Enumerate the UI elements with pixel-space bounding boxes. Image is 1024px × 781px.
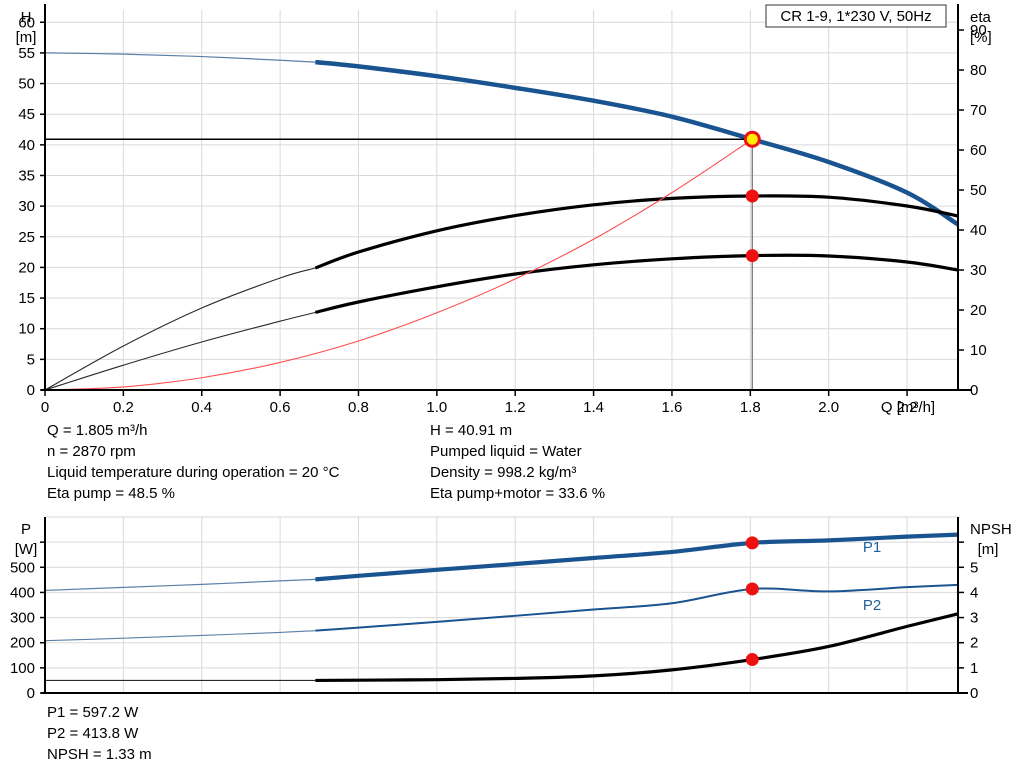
p-tick-label: 0 <box>27 685 35 702</box>
spec-npsh: NPSH = 1.33 m <box>47 746 152 763</box>
x-tick-label: 0 <box>41 399 49 415</box>
x-tick-label: 1.6 <box>662 399 683 415</box>
p-tick-label: 400 <box>10 584 35 601</box>
spec-h: H = 40.91 m <box>430 422 513 439</box>
h-curve-curve-thin <box>44 52 316 63</box>
p-tick-label: 100 <box>10 660 35 677</box>
spec-q: Q = 1.805 m³/h <box>47 422 148 439</box>
x-tick-label: 0.4 <box>191 399 212 415</box>
upper-left-axis-unit: [m] <box>16 29 37 46</box>
upper-right-axis-unit: [%] <box>970 29 992 46</box>
x-tick-label: 1.0 <box>426 399 447 415</box>
y-tick-label: 30 <box>18 198 35 215</box>
eta-pump-curve-thick <box>314 194 959 270</box>
x-tick-label: 0.8 <box>348 399 369 415</box>
p-tick-label: 500 <box>10 559 35 576</box>
duty-dot-eta-pump-motor <box>745 249 759 263</box>
p1-curve-thin <box>44 578 316 592</box>
p-tick-label: 300 <box>10 610 35 627</box>
lower-chart-group: 0 100 200 300 400 500 0 1 2 3 4 5 P [W] NPSH [m] P1 P2 <box>10 516 1012 702</box>
y2-tick-label: 40 <box>970 222 987 239</box>
lower-left-axis-name: P <box>21 521 31 538</box>
spec-etapump: Eta pump = 48.5 % <box>47 485 175 502</box>
y-tick-label: 0 <box>27 382 35 399</box>
p1-curve-thick <box>315 532 959 582</box>
npsh-tick-label: 0 <box>970 685 978 702</box>
y-tick-label: 35 <box>18 167 35 184</box>
y-tick-label: 25 <box>18 229 35 246</box>
y-tick-label: 10 <box>18 321 35 338</box>
h-curve-curve-thick <box>315 59 960 227</box>
duty-point-marker <box>746 133 758 145</box>
y2-tick-label: 80 <box>970 62 987 79</box>
y2-tick-label: 10 <box>970 342 987 359</box>
npsh-tick-label: 5 <box>970 559 978 576</box>
upper-performance-chart: 0 5 10 15 20 25 30 35 40 45 50 55 60 0 10 20 30 40 50 60 70 8… <box>16 4 992 415</box>
npsh-tick-label: 3 <box>970 610 978 627</box>
upper-x-axis-label: Q [m³/h] <box>881 399 935 415</box>
spec-liqtemp: Liquid temperature during operation = 20… <box>47 464 340 481</box>
npsh-curve-thick <box>315 612 959 683</box>
y2-tick-label: 70 <box>970 102 987 119</box>
eta-pump-motor-curve-thick <box>314 253 959 314</box>
y-tick-label: 50 <box>18 76 35 93</box>
spec-etapumpmot: Eta pump+motor = 33.6 % <box>430 485 606 502</box>
lower-left-axis-unit: [W] <box>15 541 38 558</box>
y2-tick-label: 60 <box>970 142 987 159</box>
y-tick-label: 55 <box>18 45 35 62</box>
x-tick-label: 0.6 <box>270 399 291 415</box>
p2-series-label: P2 <box>863 597 881 614</box>
p-tick-label: 200 <box>10 635 35 652</box>
npsh-tick-label: 4 <box>970 584 978 601</box>
title-box-rect <box>765 4 947 28</box>
duty-dot-npsh <box>745 653 759 667</box>
duty-dot-eta-pump <box>745 189 759 203</box>
title-box-label: CR 1-9, 1*230 V, 50Hz <box>780 8 931 25</box>
spec-p1: P1 = 597.2 W <box>47 704 139 721</box>
duty-dot-p2 <box>745 582 759 596</box>
title-box: CR 1-9, 1*230 V, 50Hz <box>765 4 947 28</box>
y-tick-label: 40 <box>18 137 35 154</box>
x-tick-label: 2.2 <box>897 399 918 415</box>
upper-chart-group: 0 5 10 15 20 25 30 35 40 45 50 55 60 0 10 20 30 40 50 60 70 8… <box>16 4 992 415</box>
p2-curve-thick <box>315 583 959 632</box>
system-curve <box>44 138 753 391</box>
spec-p2: P2 = 413.8 W <box>47 725 139 742</box>
eta-pump-motor-curve-thin <box>44 311 316 391</box>
x-tick-label: 2.0 <box>818 399 839 415</box>
y2-tick-label: 20 <box>970 302 987 319</box>
spec-density: Density = 998.2 kg/m³ <box>430 464 577 481</box>
npsh-tick-label: 2 <box>970 635 978 652</box>
spec-n: n = 2870 rpm <box>47 443 136 460</box>
eta-pump-curve-thin <box>44 267 316 391</box>
duty-dot-p1 <box>745 536 759 550</box>
y2-tick-label: 30 <box>970 262 987 279</box>
upper-right-axis-name: eta <box>970 9 992 26</box>
x-tick-label: 0.2 <box>113 399 134 415</box>
npsh-tick-label: 1 <box>970 660 978 677</box>
spec-liquid: Pumped liquid = Water <box>430 443 582 460</box>
x-tick-label: 1.8 <box>740 399 761 415</box>
lower-right-axis-unit: [m] <box>978 541 999 558</box>
y-tick-label: 20 <box>18 259 35 276</box>
x-tick-label: 1.4 <box>583 399 604 415</box>
y-tick-label: 45 <box>18 106 35 123</box>
y-tick-label: 60 <box>18 14 35 31</box>
lower-power-npsh-chart: 0 100 200 300 400 500 0 1 2 3 4 5 P [W] NPSH [m] P1 P2 <box>10 516 1012 702</box>
p2-curve-thin <box>44 630 316 642</box>
y2-tick-label: 0 <box>970 382 978 399</box>
lower-right-axis-name: NPSH <box>970 521 1012 538</box>
upper-left-axis-name: H <box>21 9 32 26</box>
y-tick-label: 15 <box>18 290 35 307</box>
x-tick-label: 1.2 <box>505 399 526 415</box>
y2-tick-label: 50 <box>970 182 987 199</box>
y-tick-label: 5 <box>27 351 35 368</box>
p1-series-label: P1 <box>863 539 881 556</box>
y2-tick-label: 90 <box>970 22 987 39</box>
